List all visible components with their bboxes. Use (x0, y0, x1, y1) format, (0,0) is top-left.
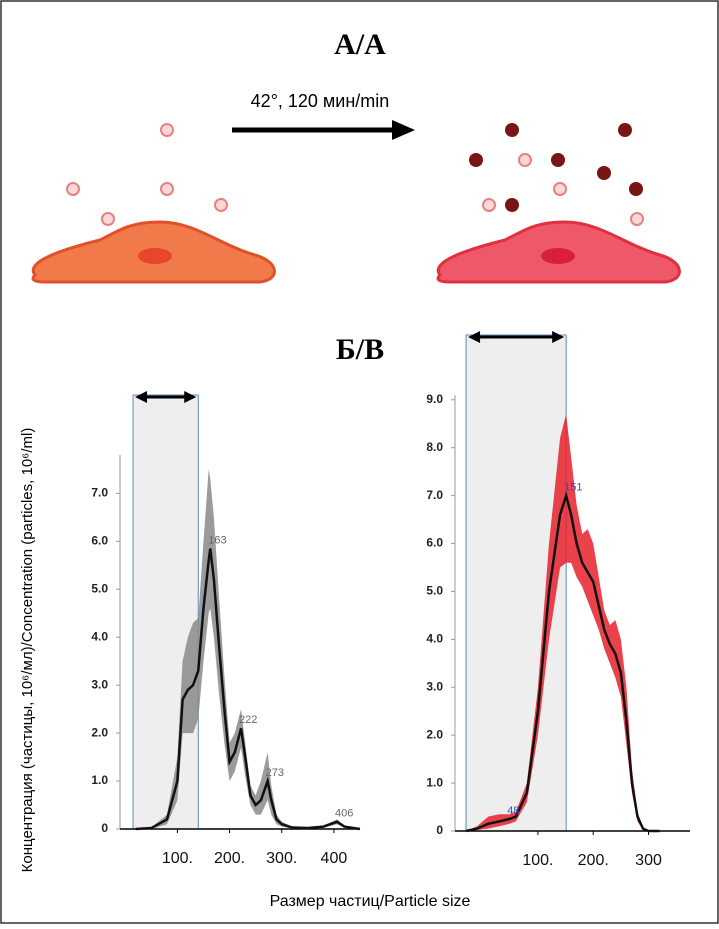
cell-left (31, 220, 276, 284)
cell-right (436, 220, 681, 284)
y-axis-label: Концентрация (частицы, 10⁶/мл)/Concentra… (19, 428, 36, 873)
size-region (132, 394, 199, 830)
panel-b-title: Б/В (336, 333, 384, 366)
y-tick-label: 0 (436, 823, 443, 837)
peak-label: 48 (507, 805, 519, 817)
x-tick-label: 200. (214, 850, 245, 867)
y-tick-label: 2.0 (426, 727, 443, 741)
y-tick-label: 0 (101, 821, 108, 835)
arrow-label: 42°, 120 мин/min (251, 91, 390, 111)
vesicles-left (66, 123, 228, 226)
y-tick-label: 3.0 (426, 679, 443, 693)
y-tick-label: 1.0 (91, 773, 108, 787)
y-tick-label: 6.0 (91, 533, 108, 547)
region-arrow-head (184, 391, 197, 403)
x-tick-label: 200. (578, 852, 609, 869)
region-arrow-head (468, 331, 481, 343)
y-tick-label: 7.0 (426, 488, 443, 502)
mean-line (135, 548, 361, 831)
region-arrow-head (135, 391, 148, 403)
y-tick-label: 8.0 (426, 440, 443, 454)
y-tick-label: 4.0 (426, 632, 443, 646)
y-tick-label: 3.0 (91, 677, 108, 691)
confidence-band (466, 414, 660, 831)
peak-label: 273 (266, 767, 284, 779)
peak-label: 222 (239, 714, 257, 726)
y-tick-label: 7.0 (91, 486, 108, 500)
x-tick-label: 100. (522, 852, 553, 869)
x-tick-label: 100. (162, 850, 193, 867)
mean-line (465, 491, 660, 833)
peak-label: 406 (335, 808, 353, 820)
panel-a-title: A/A (334, 28, 386, 61)
x-axis-label: Размер частиц/Particle size (270, 893, 471, 910)
region-arrow-head (552, 331, 565, 343)
y-tick-label: 2.0 (91, 725, 108, 739)
x-tick-label: 300 (635, 852, 662, 869)
y-tick-label: 5.0 (426, 584, 443, 598)
peak-label: 151 (564, 482, 582, 494)
y-tick-label: 5.0 (91, 581, 108, 595)
y-tick-label: 6.0 (426, 536, 443, 550)
arrow (232, 120, 415, 140)
x-tick-label: 300. (266, 850, 297, 867)
y-tick-label: 1.0 (426, 775, 443, 789)
y-tick-label: 4.0 (91, 629, 108, 643)
x-tick-label: 400 (321, 850, 348, 867)
peak-label: 163 (208, 534, 226, 546)
vesicles-right (469, 123, 644, 226)
y-tick-label: 9.0 (426, 392, 443, 406)
